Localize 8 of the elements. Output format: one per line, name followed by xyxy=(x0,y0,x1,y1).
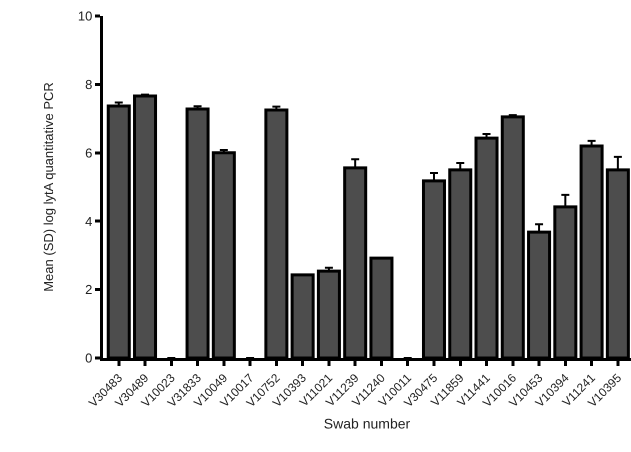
y-tick-label: 4 xyxy=(85,214,92,229)
y-tick-label: 2 xyxy=(85,282,92,298)
y-tick-label: 6 xyxy=(85,145,92,160)
x-axis-title: Swab number xyxy=(324,415,411,432)
y-axis-title: Mean (SD) log lytA quantitative PCR xyxy=(40,82,56,292)
y-tick-label: 10 xyxy=(78,8,92,24)
y-tick-label: 8 xyxy=(85,76,92,92)
y-tick-label: 0 xyxy=(85,350,92,366)
